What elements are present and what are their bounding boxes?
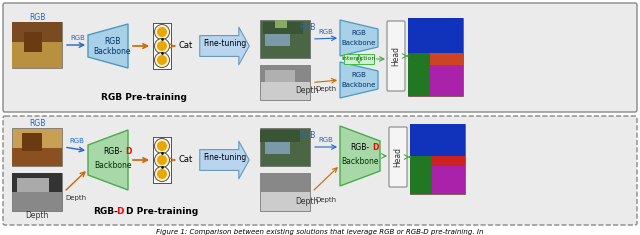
Text: RGB-: RGB-	[103, 148, 122, 157]
Text: Head: Head	[392, 46, 401, 66]
Text: Fine-tuning: Fine-tuning	[203, 153, 246, 162]
Bar	[410, 156, 432, 194]
Text: Depth: Depth	[316, 197, 337, 203]
Circle shape	[157, 41, 167, 51]
Text: Depth: Depth	[65, 195, 86, 201]
Circle shape	[154, 153, 170, 168]
Bar	[265, 136, 290, 154]
Circle shape	[154, 24, 170, 39]
Polygon shape	[88, 130, 128, 190]
Text: RGB: RGB	[29, 118, 45, 128]
Polygon shape	[88, 24, 128, 68]
Bar	[260, 130, 300, 142]
Text: Depth: Depth	[316, 86, 337, 93]
Bar	[260, 20, 310, 58]
FancyBboxPatch shape	[3, 3, 637, 112]
Text: RGB: RGB	[319, 29, 333, 35]
Bar	[260, 65, 310, 100]
Text: RGB: RGB	[299, 23, 315, 31]
Bar	[275, 20, 287, 28]
FancyBboxPatch shape	[3, 116, 637, 225]
Text: RGB: RGB	[29, 12, 45, 21]
Text: RGB: RGB	[351, 30, 367, 36]
Circle shape	[154, 138, 170, 153]
Bar	[260, 173, 310, 192]
Text: Cat: Cat	[179, 156, 193, 164]
Bar	[24, 32, 42, 52]
Bar	[410, 124, 465, 194]
Bar	[12, 128, 62, 166]
Text: Head: Head	[394, 147, 403, 167]
Bar	[12, 173, 62, 192]
Text: Backbone: Backbone	[94, 161, 132, 169]
Text: RGB: RGB	[70, 35, 85, 41]
Bar	[153, 137, 171, 183]
Bar	[260, 173, 310, 211]
Circle shape	[154, 167, 170, 181]
Bar	[153, 23, 171, 69]
Text: D Pre-training: D Pre-training	[126, 207, 198, 215]
Text: Backbone: Backbone	[342, 40, 376, 46]
Bar	[265, 28, 290, 46]
Circle shape	[157, 27, 167, 37]
Text: Cat: Cat	[179, 42, 193, 51]
Bar	[410, 124, 465, 156]
Circle shape	[154, 52, 170, 67]
Circle shape	[157, 141, 167, 151]
Bar	[430, 65, 463, 96]
Text: Fine-tuning: Fine-tuning	[203, 39, 246, 48]
Text: RGB: RGB	[70, 138, 84, 144]
Bar	[263, 22, 303, 34]
Text: Depth: Depth	[26, 212, 49, 220]
Text: RGB: RGB	[104, 36, 120, 46]
Text: Depth: Depth	[295, 86, 319, 95]
Text: Backbone: Backbone	[342, 82, 376, 88]
Bar	[12, 42, 62, 68]
Bar	[22, 133, 42, 151]
Bar	[260, 128, 310, 166]
Polygon shape	[340, 20, 378, 56]
Text: Figure 1: Comparison between existing solutions that leverage RGB or RGB-D pre-t: Figure 1: Comparison between existing so…	[156, 229, 484, 235]
Bar	[432, 166, 465, 194]
Bar	[153, 137, 171, 183]
Circle shape	[157, 55, 167, 65]
Text: RGB Pre-training: RGB Pre-training	[100, 94, 186, 102]
Text: RGB-: RGB-	[93, 207, 118, 215]
Bar	[408, 18, 463, 53]
Circle shape	[154, 39, 170, 54]
Text: Interaction: Interaction	[342, 56, 376, 62]
Bar	[153, 23, 171, 69]
Bar	[12, 173, 62, 211]
Bar	[260, 65, 310, 82]
Bar	[408, 18, 463, 96]
Circle shape	[157, 155, 167, 165]
FancyBboxPatch shape	[389, 127, 407, 187]
Bar	[12, 22, 62, 42]
Polygon shape	[340, 62, 378, 98]
Text: RGB-: RGB-	[351, 144, 369, 153]
Bar	[265, 70, 295, 82]
Text: RGB: RGB	[299, 130, 315, 140]
Text: D: D	[116, 207, 124, 215]
Text: D: D	[372, 144, 378, 153]
Text: D: D	[125, 148, 131, 157]
Text: Backbone: Backbone	[341, 157, 379, 165]
Bar	[344, 54, 374, 64]
Circle shape	[157, 169, 167, 179]
Text: Depth: Depth	[295, 197, 319, 207]
Polygon shape	[340, 126, 380, 186]
Bar	[430, 53, 463, 65]
Bar	[12, 148, 62, 166]
Text: RGB: RGB	[319, 137, 333, 143]
Text: Backbone: Backbone	[93, 47, 131, 55]
Bar	[408, 53, 430, 96]
Bar	[12, 22, 62, 68]
Bar	[17, 178, 49, 192]
Text: RGB: RGB	[351, 72, 367, 78]
FancyBboxPatch shape	[387, 21, 405, 91]
